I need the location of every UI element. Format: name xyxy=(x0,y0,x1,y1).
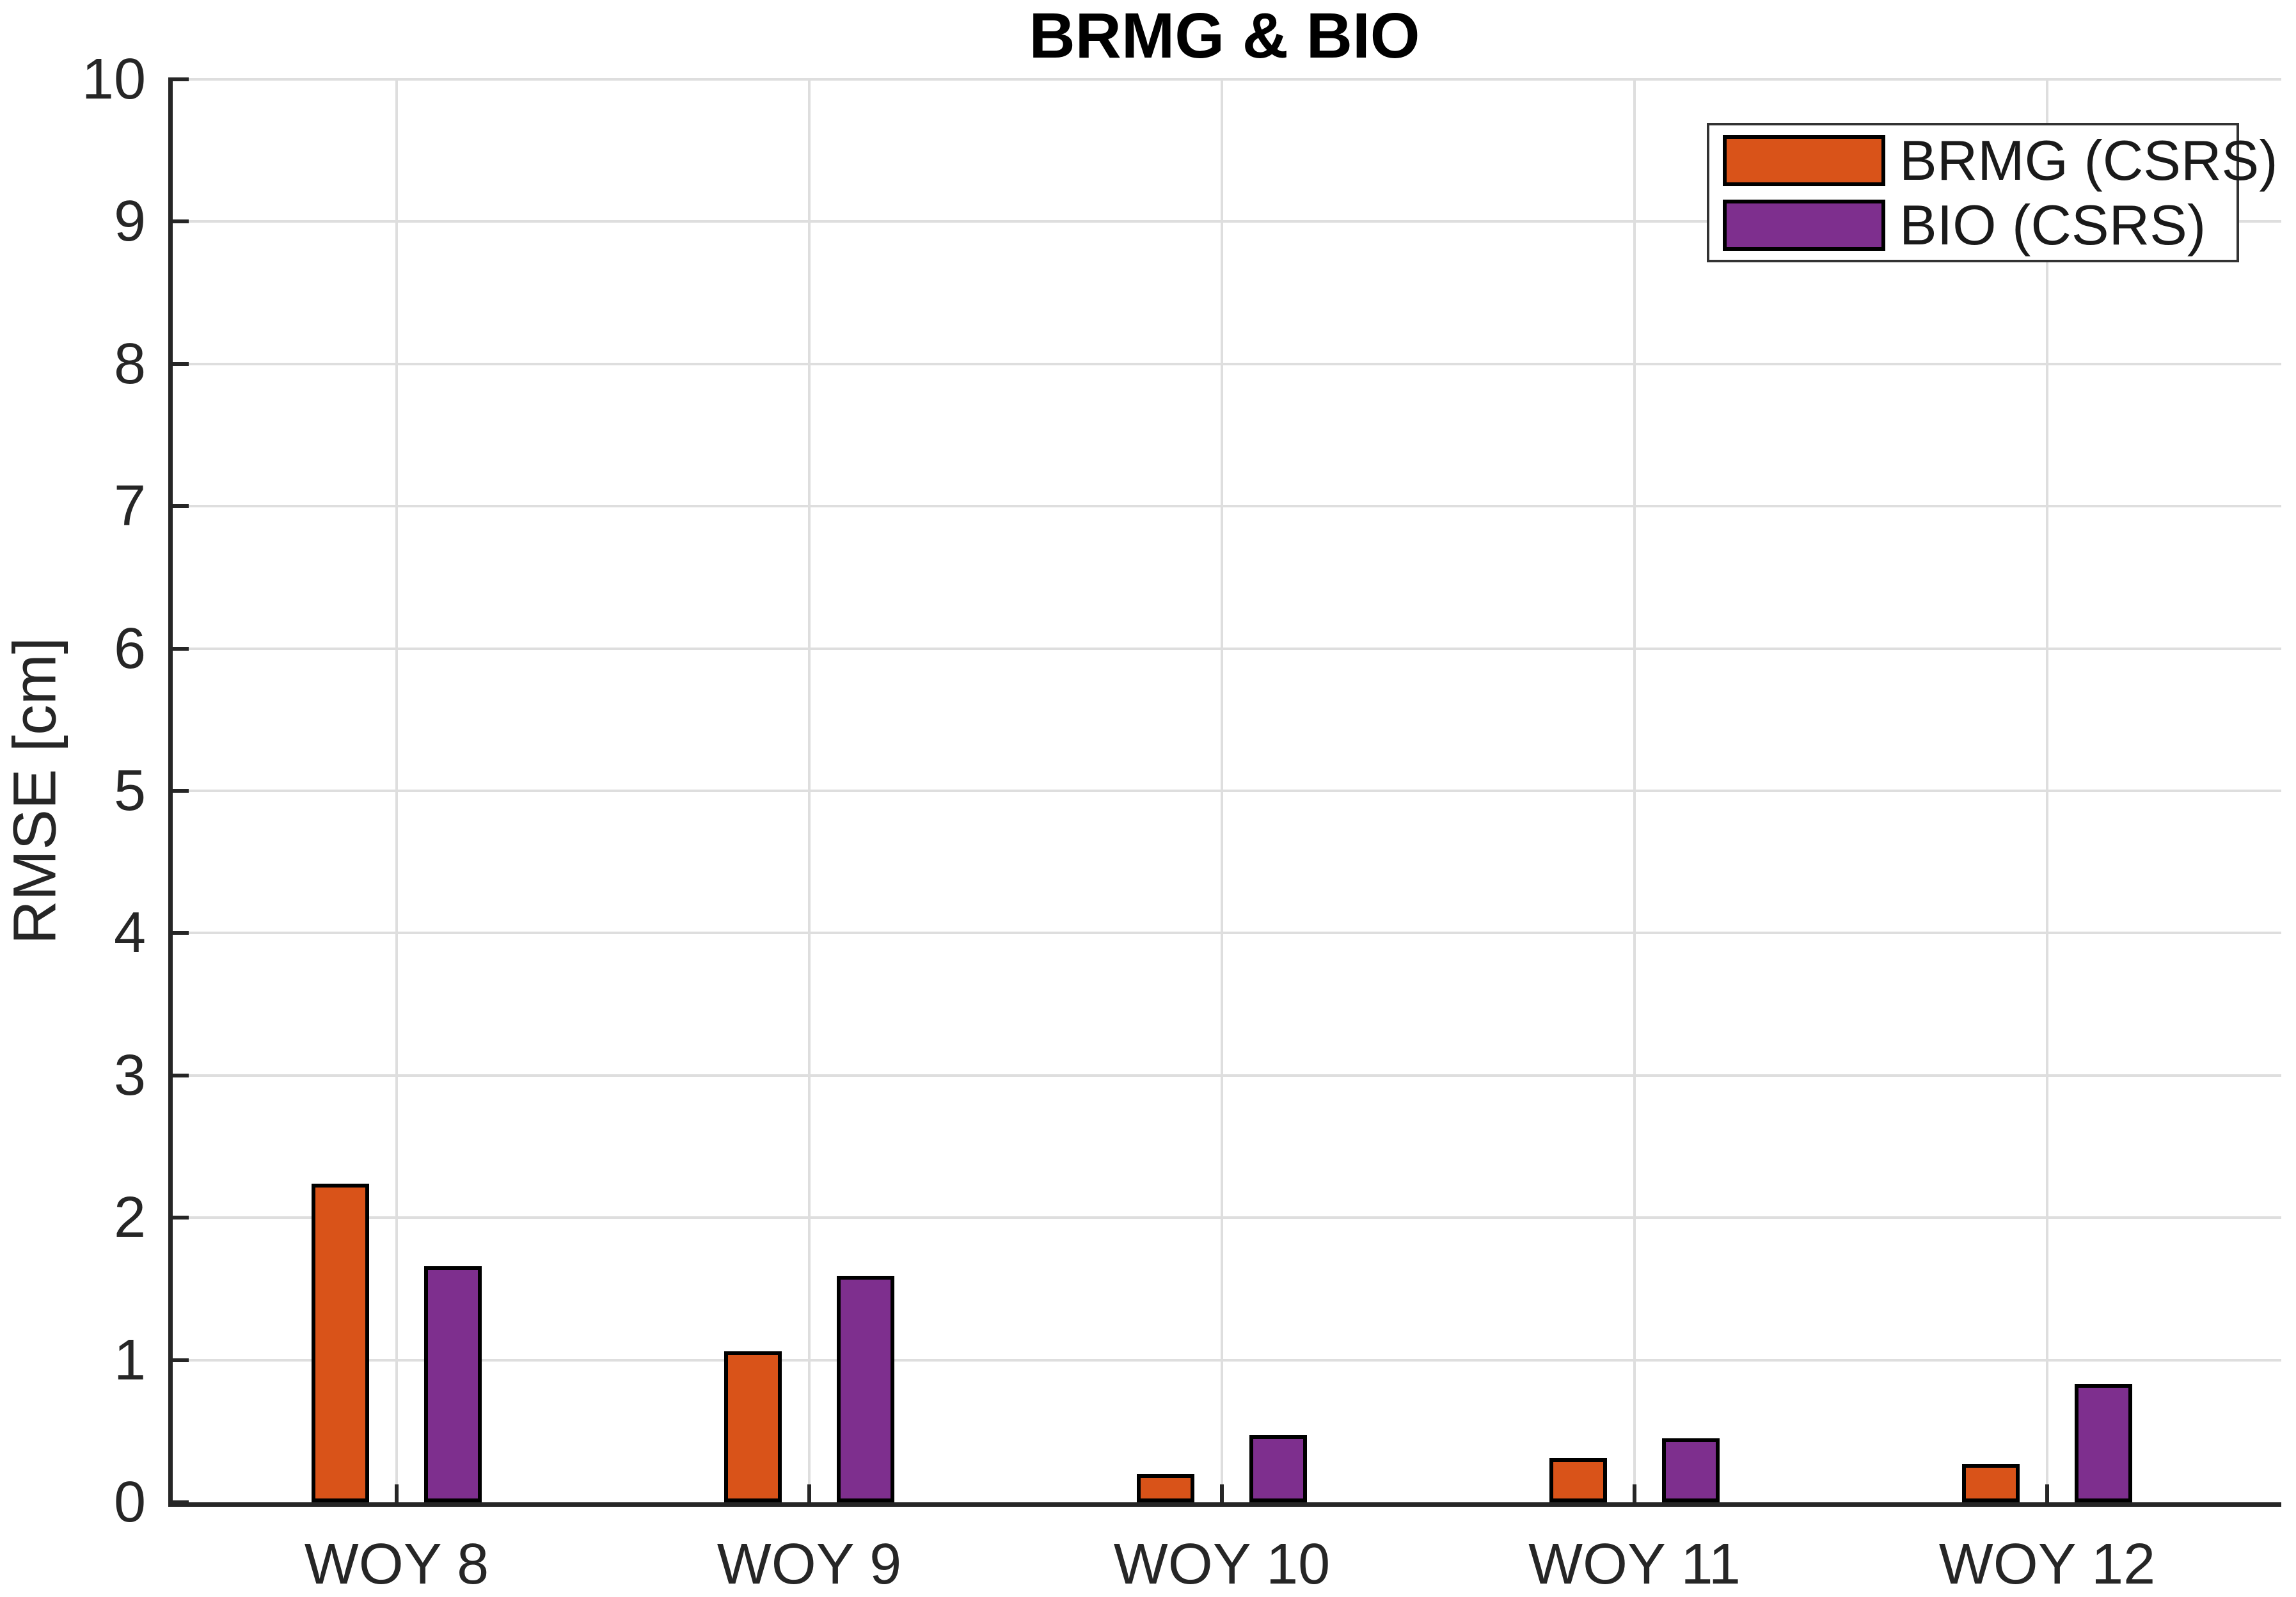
x-tick-mark xyxy=(807,1484,811,1502)
y-gridline xyxy=(168,505,2281,508)
y-gridline xyxy=(168,1358,2281,1362)
x-tick-mark xyxy=(2045,1484,2049,1502)
x-tick-label: WOY 10 xyxy=(1113,1532,1331,1596)
y-tick-mark xyxy=(168,1073,189,1077)
y-gridline xyxy=(168,932,2281,935)
legend-label: BRMG (CSRS) xyxy=(1899,129,2278,192)
y-gridline xyxy=(168,220,2281,223)
y-tick-label: 4 xyxy=(113,901,146,965)
x-gridline xyxy=(1633,79,1636,1502)
y-tick-mark xyxy=(168,219,189,224)
x-gridline xyxy=(2046,79,2048,1502)
x-tick-mark xyxy=(1220,1484,1224,1502)
y-tick-mark xyxy=(168,77,189,81)
y-tick-mark xyxy=(168,504,189,509)
y-gridline xyxy=(168,362,2281,365)
bar-bio xyxy=(1662,1438,1720,1502)
bar-brmg xyxy=(1549,1458,1607,1502)
y-gridline xyxy=(168,78,2281,81)
y-gridline xyxy=(168,1074,2281,1077)
plot-area xyxy=(168,77,2281,1507)
legend: BRMG (CSRS) BIO (CSRS) xyxy=(1707,123,2278,262)
y-tick-mark xyxy=(168,1358,189,1362)
y-tick-label: 7 xyxy=(113,474,146,539)
legend-item: BRMG (CSRS) xyxy=(1723,129,2278,192)
y-tick-mark xyxy=(168,646,189,651)
x-gridline xyxy=(1221,79,1223,1502)
y-tick-label: 10 xyxy=(81,47,146,111)
y-tick-label: 5 xyxy=(113,759,146,823)
bar-bio xyxy=(1249,1435,1307,1502)
x-gridline xyxy=(808,79,811,1502)
legend-label: BIO (CSRS) xyxy=(1899,193,2206,257)
y-tick-label: 2 xyxy=(113,1186,146,1250)
y-gridline xyxy=(168,1216,2281,1220)
y-tick-mark xyxy=(168,931,189,935)
bar-bio xyxy=(424,1266,482,1502)
bar-brmg xyxy=(312,1184,369,1502)
x-tick-label: WOY 12 xyxy=(1938,1532,2156,1596)
legend-swatch-bio xyxy=(1723,200,1885,251)
chart-title: BRMG & BIO xyxy=(1029,0,1420,72)
y-tick-mark xyxy=(168,362,189,366)
x-tick-label: WOY 11 xyxy=(1528,1532,1741,1596)
bar-bio xyxy=(2075,1384,2132,1502)
x-axis-line xyxy=(168,1502,2281,1507)
x-tick-label: WOY 8 xyxy=(304,1532,489,1596)
x-tick-mark xyxy=(395,1484,399,1502)
bar-brmg xyxy=(1962,1464,2020,1502)
x-gridline xyxy=(395,79,398,1502)
x-tick-mark xyxy=(1633,1484,1636,1502)
y-tick-label: 6 xyxy=(113,616,146,681)
y-gridline xyxy=(168,790,2281,792)
y-gridline xyxy=(168,647,2281,650)
x-tick-label: WOY 9 xyxy=(717,1532,902,1596)
y-tick-label: 1 xyxy=(113,1328,146,1392)
bar-bio xyxy=(837,1276,894,1502)
bar-brmg xyxy=(724,1351,782,1502)
bar-brmg xyxy=(1137,1474,1194,1502)
y-tick-mark xyxy=(168,1500,189,1504)
y-tick-label: 8 xyxy=(113,331,146,396)
legend-item: BIO (CSRS) xyxy=(1723,193,2206,257)
y-tick-mark xyxy=(168,789,189,793)
legend-swatch-brmg xyxy=(1723,135,1885,186)
y-tick-label: 0 xyxy=(113,1470,146,1534)
y-tick-mark xyxy=(168,1216,189,1220)
y-tick-label: 9 xyxy=(113,189,146,254)
y-tick-label: 3 xyxy=(113,1043,146,1108)
